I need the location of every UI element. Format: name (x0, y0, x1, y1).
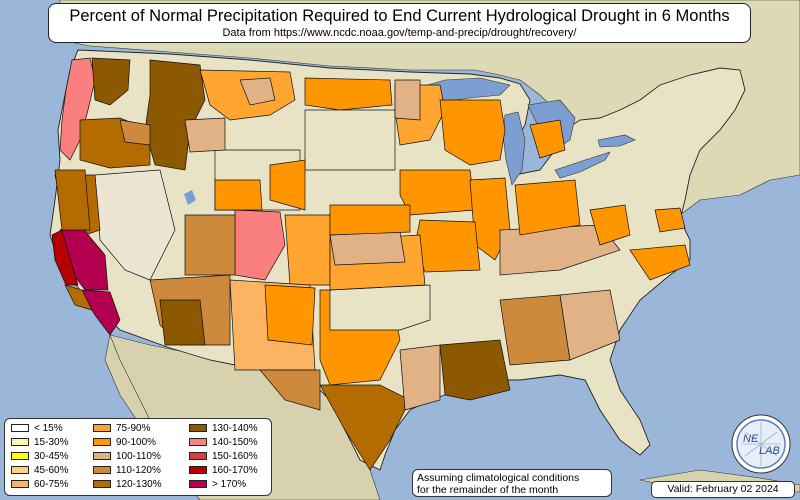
legend-item: > 170% (189, 479, 246, 490)
legend-item: 15-30% (11, 437, 68, 448)
legend-label: 100-110% (116, 451, 161, 462)
region-socal (79, 289, 121, 336)
region-wy-orange-2 (269, 159, 306, 211)
logo-text-ne: NE (743, 433, 759, 445)
assumption-note: Assuming climatological conditions for t… (412, 469, 612, 497)
region-nm-east (264, 284, 316, 346)
region-wi (439, 99, 506, 166)
legend-swatch (11, 424, 29, 433)
legend-swatch (189, 424, 207, 433)
region-ky-tn (499, 224, 621, 276)
great-salt-lake (184, 190, 196, 205)
valid-date: Valid: February 02 2024 (651, 481, 795, 498)
legend-item: 75-90% (93, 423, 150, 434)
legend-swatch (189, 438, 207, 447)
legend-swatch (189, 466, 207, 475)
legend-label: 140-150% (212, 437, 258, 448)
note-line-2: for the remainder of the month (417, 484, 559, 496)
legend-swatch (189, 480, 207, 489)
region-mi (529, 119, 566, 159)
region-nv-tan (184, 117, 226, 153)
region-wy-orange (214, 179, 263, 211)
region-az-dark (159, 299, 206, 346)
region-al (499, 294, 571, 366)
legend-swatch (11, 466, 29, 475)
region-ia (399, 169, 476, 216)
legend-item: 120-130% (93, 479, 162, 490)
map-subtitle: Data from https://www.ncdc.noaa.gov/temp… (222, 27, 577, 39)
legend-label: 15-30% (34, 437, 69, 448)
legend-item: 90-100% (93, 437, 156, 448)
region-ks-tan (329, 231, 406, 266)
legend-label: 110-120% (116, 465, 161, 476)
drought-regions (51, 57, 691, 471)
map-title: Percent of Normal Precipitation Required… (69, 7, 730, 25)
legend-item: 60-75% (11, 479, 68, 490)
region-ut (184, 214, 236, 276)
legend-label: 90-100% (116, 437, 157, 448)
region-ok (329, 284, 431, 331)
title-box: Percent of Normal Precipitation Required… (48, 3, 751, 43)
note-line-1: Assuming climatological conditions (417, 472, 580, 484)
legend-label: > 170% (212, 479, 247, 490)
legend-item: 110-120% (93, 465, 161, 476)
region-montana-2 (239, 77, 276, 106)
legend-label: 150-160% (212, 451, 258, 462)
legend-label: 60-75% (34, 479, 69, 490)
region-socal-2 (64, 284, 93, 311)
legend-swatch (93, 452, 111, 461)
legend-label: < 15% (34, 423, 63, 434)
nelab-logo: NE LAB (731, 414, 791, 474)
legend-item: 30-45% (11, 451, 68, 462)
region-ia-tan (394, 79, 421, 121)
region-ca-north (54, 169, 91, 231)
legend-label: 130-140% (212, 423, 258, 434)
legend-swatch (93, 424, 111, 433)
region-tx-east (399, 344, 441, 411)
legend-swatch (11, 480, 29, 489)
legend: < 15% 15-30% 30-45% 45-60% 60-75% 75-90% 90-10… (4, 418, 272, 496)
legend-label: 160-170% (212, 465, 258, 476)
region-ne (329, 204, 411, 236)
region-la-ms (439, 339, 511, 401)
legend-label: 30-45% (34, 451, 69, 462)
legend-label: 75-90% (116, 423, 151, 434)
legend-item: 140-150% (189, 437, 258, 448)
lake-erie (554, 151, 611, 179)
region-in-oh (514, 179, 581, 236)
legend-swatch (11, 438, 29, 447)
region-tx-south (319, 384, 411, 471)
legend-item: 45-60% (11, 465, 68, 476)
legend-item: 100-110% (93, 451, 161, 462)
logo-text-lab: LAB (759, 445, 780, 457)
legend-swatch (93, 466, 111, 475)
region-tx-west (259, 369, 321, 411)
legend-swatch (93, 438, 111, 447)
legend-swatch (189, 452, 207, 461)
legend-item: 150-160% (189, 451, 258, 462)
region-or-tan (119, 119, 151, 146)
region-nc (629, 244, 691, 281)
region-mo (414, 219, 481, 273)
region-ga (559, 289, 621, 361)
region-nd (304, 77, 393, 111)
legend-swatch (11, 452, 29, 461)
region-co-east (284, 214, 331, 286)
legend-item: 160-170% (189, 465, 258, 476)
legend-item: 130-140% (189, 423, 258, 434)
region-sd (304, 109, 396, 171)
region-wa-central (91, 57, 131, 106)
region-va (589, 204, 631, 246)
legend-label: 45-60% (34, 465, 69, 476)
lake-ontario (597, 134, 636, 148)
region-md (654, 207, 686, 233)
legend-swatch (93, 480, 111, 489)
legend-item: < 15% (11, 423, 63, 434)
legend-label: 120-130% (116, 479, 162, 490)
